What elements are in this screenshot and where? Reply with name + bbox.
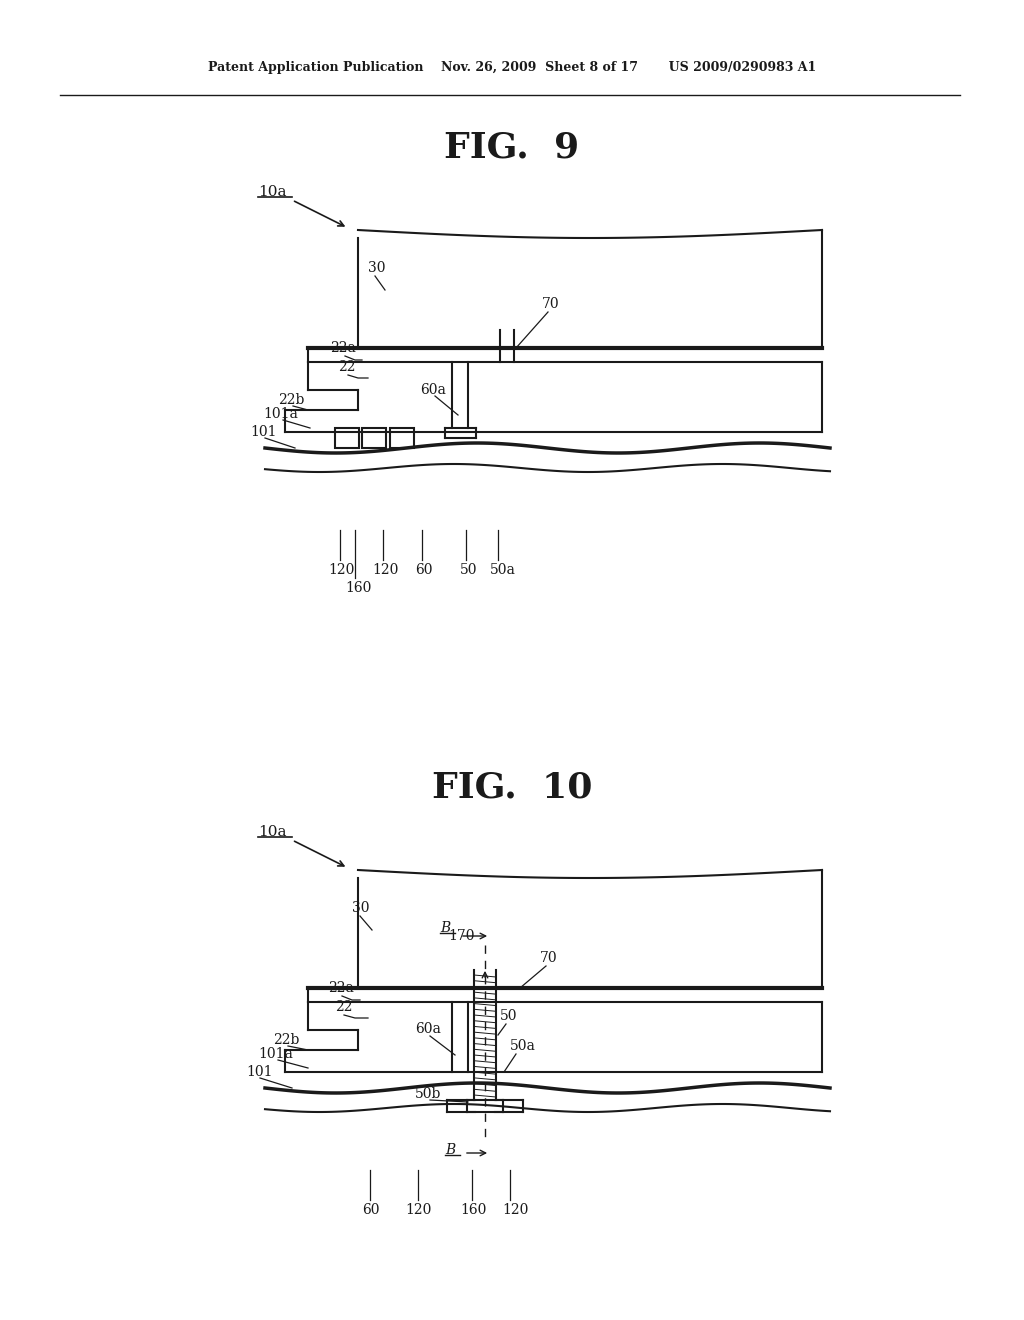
Text: 50b: 50b	[415, 1086, 441, 1101]
Text: 30: 30	[368, 261, 385, 275]
Text: 22: 22	[338, 360, 355, 374]
Text: FIG.  9: FIG. 9	[444, 131, 580, 165]
Text: 101a: 101a	[258, 1047, 293, 1061]
Text: 22: 22	[335, 1001, 352, 1014]
Bar	[390, 428, 414, 447]
Text: 170: 170	[449, 929, 474, 942]
Text: 22b: 22b	[273, 1034, 299, 1047]
Text: 101: 101	[246, 1065, 272, 1078]
Text: 120: 120	[328, 564, 354, 577]
Text: Patent Application Publication    Nov. 26, 2009  Sheet 8 of 17       US 2009/029: Patent Application Publication Nov. 26, …	[208, 62, 816, 74]
Text: 50: 50	[460, 564, 477, 577]
Text: 60a: 60a	[415, 1022, 441, 1036]
Text: B: B	[440, 921, 451, 935]
Text: 120: 120	[372, 564, 398, 577]
Text: 120: 120	[406, 1203, 431, 1217]
Text: 22a: 22a	[328, 981, 354, 995]
Text: 101: 101	[250, 425, 276, 440]
Text: 101a: 101a	[263, 407, 298, 421]
Text: 22b: 22b	[278, 393, 304, 407]
Text: 120: 120	[502, 1203, 528, 1217]
Text: 10a: 10a	[258, 185, 287, 199]
Text: 50a: 50a	[510, 1039, 536, 1053]
Text: 60: 60	[362, 1203, 380, 1217]
Text: 50: 50	[500, 1008, 517, 1023]
Text: FIG.  10: FIG. 10	[432, 771, 592, 805]
Text: 30: 30	[352, 902, 370, 915]
Text: 160: 160	[460, 1203, 486, 1217]
Text: 22a: 22a	[330, 341, 356, 355]
Text: 10a: 10a	[258, 825, 287, 840]
Text: 70: 70	[540, 950, 558, 965]
Text: 60: 60	[415, 564, 432, 577]
Bar	[335, 428, 359, 447]
Text: 50a: 50a	[490, 564, 516, 577]
Text: 160: 160	[345, 581, 372, 595]
Text: 70: 70	[542, 297, 560, 312]
Text: 60a: 60a	[420, 383, 445, 397]
Text: B: B	[445, 1143, 456, 1158]
Bar	[362, 428, 386, 447]
